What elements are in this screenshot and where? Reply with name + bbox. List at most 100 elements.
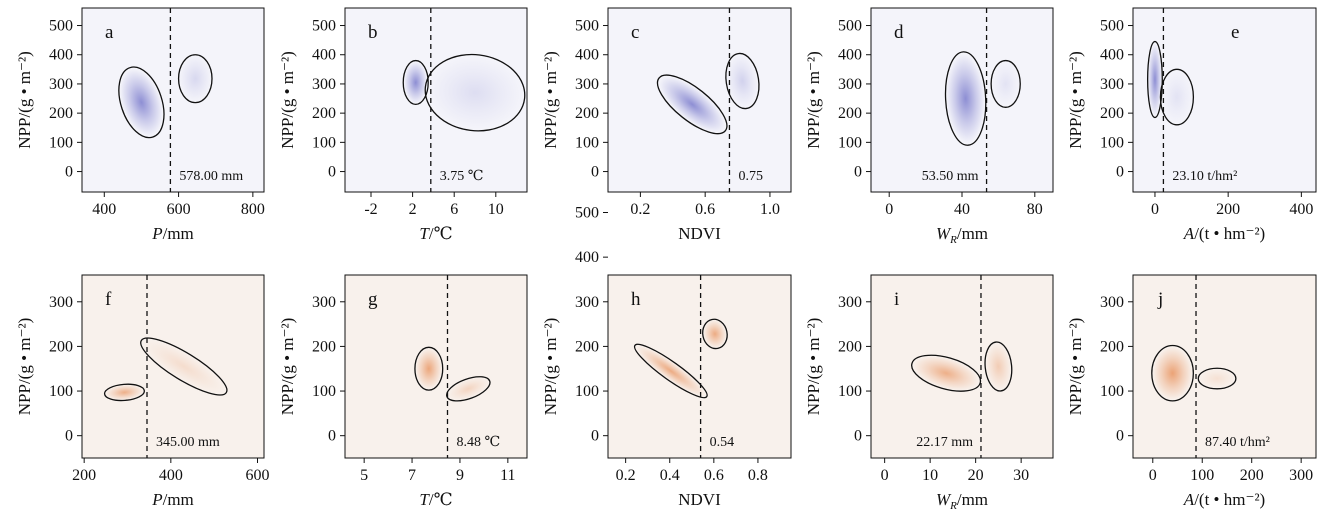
- confidence-ellipse: [424, 53, 526, 132]
- y-axis-label: NPP/(g • m⁻²): [541, 51, 560, 148]
- y-tick-label: 0: [591, 428, 599, 445]
- plot-frame: [1132, 7, 1317, 193]
- y-tick-label: 400: [575, 249, 599, 266]
- x-tick-label: 800: [241, 201, 265, 218]
- x-tick-label: 400: [92, 201, 116, 218]
- density-blob: [1199, 368, 1235, 389]
- y-tick-label: 0: [854, 428, 862, 445]
- panel-letter: b: [368, 22, 378, 43]
- x-tick-label: 0: [1149, 467, 1157, 484]
- plot-background: [82, 8, 264, 192]
- y-tick-label: 100: [575, 134, 599, 151]
- density-blob: [726, 54, 759, 108]
- y-axis-label: NPP/(g • m⁻²): [278, 51, 297, 148]
- y-axis-label: NPP/(g • m⁻²): [1066, 51, 1085, 148]
- plot-frame: [344, 7, 528, 193]
- panel-letter: j: [1157, 289, 1163, 310]
- threshold-label: 87.40 t/hm²: [1205, 435, 1270, 450]
- x-tick-label: 600: [246, 467, 270, 484]
- density-layer: [946, 54, 1020, 143]
- y-tick-label: 0: [591, 164, 599, 181]
- density-blob: [179, 55, 212, 102]
- y-tick-label: 0: [65, 428, 73, 445]
- plot-frame: [1132, 274, 1317, 459]
- y-tick-label: 200: [49, 105, 73, 122]
- x-tick-label: 10: [488, 201, 504, 218]
- y-tick-label: 100: [49, 383, 73, 400]
- density-layer: [403, 56, 523, 129]
- confidence-ellipse: [103, 383, 145, 402]
- y-axis-label: NPP/(g • m⁻²): [804, 51, 823, 148]
- y-tick-label: 500: [575, 205, 599, 222]
- confidence-ellipse: [118, 66, 165, 139]
- x-tick-label: -2: [364, 201, 377, 218]
- y-tick-label: 500: [312, 18, 336, 35]
- y-tick-label: 300: [838, 76, 862, 93]
- x-tick-label: 0.4: [660, 467, 680, 484]
- density-blob: [415, 348, 443, 390]
- y-tick-label: 100: [1100, 383, 1124, 400]
- x-tick-label: 7: [408, 467, 416, 484]
- confidence-ellipse: [140, 337, 228, 396]
- threshold-label: 0.75: [738, 169, 763, 184]
- y-tick-label: 100: [312, 134, 336, 151]
- density-blob: [403, 61, 428, 104]
- plot-frame: [81, 274, 265, 459]
- density-layer: [1148, 43, 1193, 124]
- y-tick-label: 300: [312, 76, 336, 93]
- density-blob: [1148, 43, 1162, 116]
- panel-i: 22.17 mm i 0 100 200 300 0 10 20 30 NPP/(g • m⁻²) W…: [804, 274, 1054, 512]
- density-blob: [1152, 346, 1193, 400]
- threshold-label: 23.10 t/hm²: [1172, 169, 1237, 184]
- density-blob: [142, 339, 225, 394]
- y-axis-label: NPP/(g • m⁻²): [804, 318, 823, 415]
- x-tick-label: 6: [450, 201, 458, 218]
- confidence-ellipse: [911, 354, 982, 392]
- plot-frame: [607, 274, 792, 459]
- x-tick-label: 0.2: [630, 201, 650, 218]
- threshold-label: 53.50 mm: [922, 169, 979, 184]
- x-tick-label: 200: [72, 467, 96, 484]
- y-tick-label: 200: [1100, 338, 1124, 355]
- panel-a: 578.00 mm a 0 100 200 300 400 500 400 600 800 NPP/(…: [15, 7, 265, 243]
- y-tick-label: 0: [328, 164, 336, 181]
- x-axis-label: T/℃: [419, 224, 452, 243]
- x-tick-label: 100: [1190, 467, 1214, 484]
- x-tick-label: 600: [167, 201, 191, 218]
- x-tick-label: 40: [954, 201, 970, 218]
- y-tick-label: 200: [575, 105, 599, 122]
- density-blob: [1161, 70, 1193, 124]
- y-tick-label: 300: [49, 294, 73, 311]
- y-tick-label: 100: [49, 134, 73, 151]
- y-tick-label: 100: [838, 383, 862, 400]
- x-axis-label: T/℃: [419, 490, 452, 509]
- y-tick-label: 100: [838, 134, 862, 151]
- y-tick-label: 0: [65, 164, 73, 181]
- density-blob: [703, 320, 727, 348]
- panel-letter: g: [368, 289, 378, 310]
- y-tick-label: 300: [1100, 294, 1124, 311]
- panel-letter: i: [894, 289, 899, 310]
- x-tick-label: 0: [1151, 201, 1159, 218]
- x-tick-label: 30: [1013, 467, 1029, 484]
- density-layer: [659, 54, 759, 133]
- x-tick-label: 0: [885, 201, 893, 218]
- y-axis-label: NPP/(g • m⁻²): [278, 318, 297, 415]
- plot-frame: [344, 274, 528, 459]
- y-tick-label: 200: [49, 338, 73, 355]
- plot-frame: [870, 274, 1054, 459]
- y-tick-label: 400: [49, 47, 73, 64]
- density-layer: [1152, 346, 1235, 400]
- density-layer: [105, 339, 225, 401]
- y-tick-label: 400: [312, 47, 336, 64]
- panel-b: 3.75 ℃ b 0 100 200 300 400 500 -2 2 6 10 NPP/(g • m⁻…: [278, 7, 528, 243]
- x-tick-label: 0.6: [704, 467, 724, 484]
- panel-e: 23.10 t/hm² e 0 100 200 300 400 500 0 200 400 NPP/(…: [1066, 7, 1317, 243]
- panel-letter: d: [894, 22, 904, 43]
- x-tick-label: 9: [456, 467, 464, 484]
- y-tick-label: 200: [1100, 105, 1124, 122]
- confidence-ellipse: [633, 343, 708, 399]
- density-blob: [120, 68, 163, 136]
- panel-c: 0.75 c 0 100 200 300 400 500 0.2 0.6 1.0 NPP/(g • m…: [541, 7, 792, 243]
- plot-background: [608, 275, 791, 458]
